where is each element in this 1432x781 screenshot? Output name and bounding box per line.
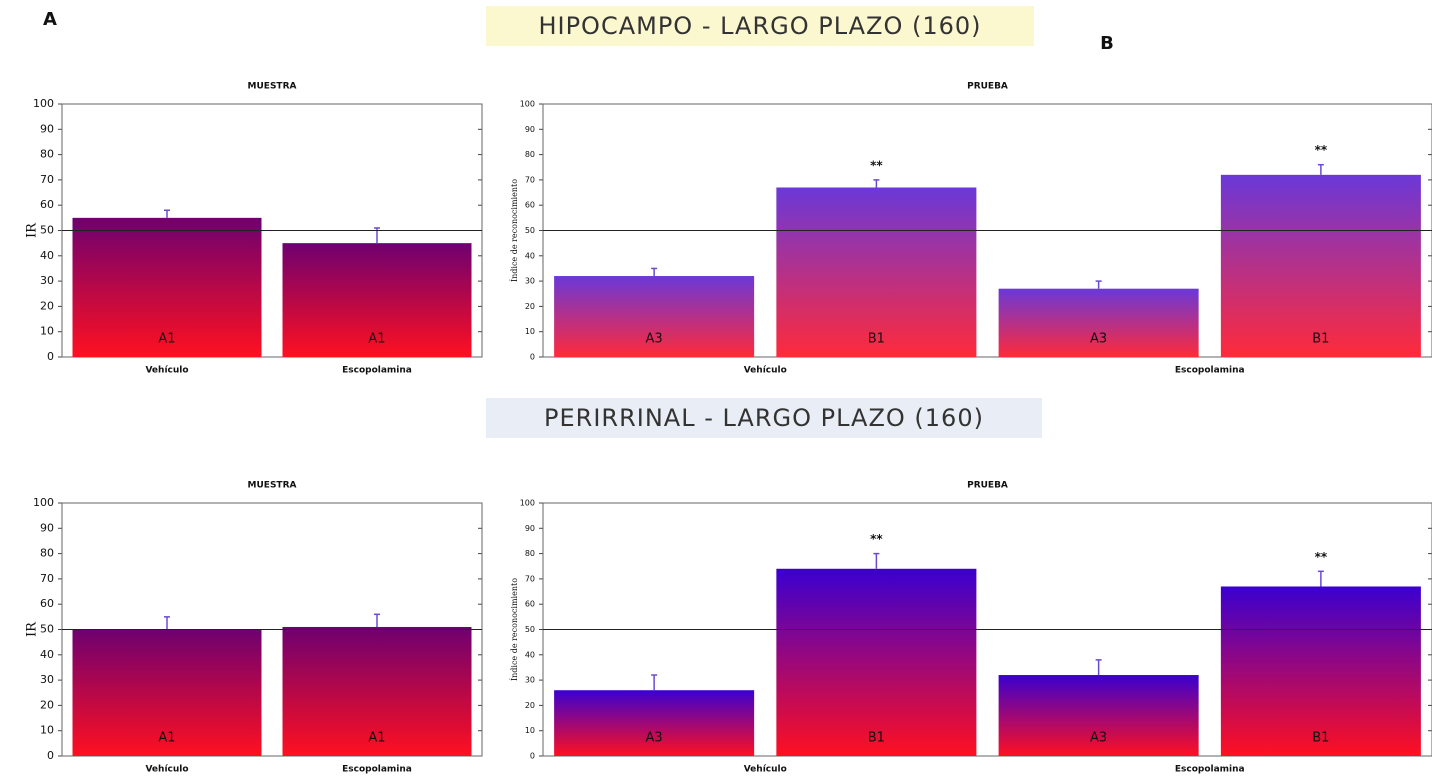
y-tick-label: 10	[40, 325, 54, 338]
bar	[1221, 175, 1421, 357]
bar	[554, 690, 754, 756]
y-tick-label: 70	[525, 175, 535, 184]
y-axis-label: Índice de reconocimiento	[510, 578, 519, 681]
y-tick-label: 40	[40, 249, 54, 262]
significance: **	[870, 532, 883, 546]
x-tick-label: Vehículo	[145, 765, 188, 775]
y-tick-label: 80	[40, 547, 54, 560]
significance: **	[1315, 550, 1328, 564]
y-tick-label: 40	[525, 650, 535, 659]
y-tick-label: 30	[525, 676, 535, 685]
y-tick-label: 90	[525, 524, 535, 533]
y-tick-label: 40	[525, 251, 535, 260]
y-tick-label: 60	[40, 198, 54, 211]
y-tick-label: 90	[525, 125, 535, 134]
chart-title: PRUEBA	[967, 82, 1008, 92]
chart-title: MUESTRA	[248, 82, 297, 92]
y-tick-label: 100	[520, 499, 535, 508]
y-tick-label: 10	[40, 724, 54, 737]
y-tick-label: 90	[40, 122, 54, 135]
y-tick-label: 0	[47, 350, 54, 363]
y-tick-label: 70	[40, 572, 54, 585]
significance: **	[1315, 143, 1328, 157]
y-tick-label: 20	[525, 302, 535, 311]
y-tick-label: 30	[40, 274, 54, 287]
significance: **	[870, 158, 883, 172]
y-tick-label: 60	[40, 597, 54, 610]
y-tick-label: 40	[40, 648, 54, 661]
bar-label: B1	[868, 731, 885, 746]
bar-label: B1	[1312, 332, 1329, 347]
bar-label: A3	[1090, 332, 1107, 347]
x-tick-label: Vehículo	[744, 366, 787, 376]
y-tick-label: 50	[40, 224, 54, 237]
y-axis-label: IR	[25, 621, 40, 637]
y-tick-label: 60	[525, 600, 535, 609]
bar-label: A3	[646, 731, 663, 746]
y-tick-label: 70	[525, 574, 535, 583]
bar-label: A1	[158, 731, 175, 746]
y-tick-label: 20	[525, 701, 535, 710]
bar-label: A3	[646, 332, 663, 347]
x-tick-label: Vehículo	[145, 366, 188, 376]
bar-label: B1	[868, 332, 885, 347]
bar	[999, 289, 1199, 357]
y-tick-label: 0	[530, 353, 535, 362]
x-tick-label: Escopolamina	[342, 765, 412, 775]
x-tick-label: Vehículo	[744, 765, 787, 775]
y-tick-label: 20	[40, 299, 54, 312]
y-tick-label: 0	[47, 749, 54, 762]
y-tick-label: 10	[525, 726, 535, 735]
x-tick-label: Escopolamina	[1175, 765, 1245, 775]
bar-label: A1	[368, 332, 385, 347]
y-tick-label: 30	[40, 673, 54, 686]
y-tick-label: 0	[530, 752, 535, 761]
y-tick-label: 80	[525, 549, 535, 558]
y-tick-label: 100	[33, 496, 54, 509]
section-title: PERIRRINAL - LARGO PLAZO (160)	[544, 404, 984, 432]
y-tick-label: 50	[40, 623, 54, 636]
y-tick-label: 80	[40, 148, 54, 161]
bar-label: A1	[158, 332, 175, 347]
y-tick-label: 60	[525, 201, 535, 210]
section-title: HIPOCAMPO - LARGO PLAZO (160)	[538, 12, 981, 40]
bar-label: A3	[1090, 731, 1107, 746]
panel-label: B	[1100, 33, 1114, 54]
chart-title: PRUEBA	[967, 481, 1008, 491]
y-tick-label: 50	[525, 226, 535, 235]
y-tick-label: 20	[40, 698, 54, 711]
y-axis-label: Índice de reconocimiento	[510, 179, 519, 282]
y-tick-label: 50	[525, 625, 535, 634]
y-tick-label: 90	[40, 521, 54, 534]
x-tick-label: Escopolamina	[342, 366, 412, 376]
bar-label: A1	[368, 731, 385, 746]
x-tick-label: Escopolamina	[1175, 366, 1245, 376]
y-tick-label: 10	[525, 327, 535, 336]
y-tick-label: 70	[40, 173, 54, 186]
y-axis-label: IR	[25, 222, 40, 238]
y-tick-label: 100	[33, 97, 54, 110]
panel-label: A	[43, 9, 57, 30]
y-tick-label: 100	[520, 100, 535, 109]
y-tick-label: 80	[525, 150, 535, 159]
figure: HIPOCAMPO - LARGO PLAZO (160) PERIRRINAL…	[0, 0, 1432, 781]
y-tick-label: 30	[525, 277, 535, 286]
bar	[776, 569, 976, 756]
bar-label: B1	[1312, 731, 1329, 746]
chart-title: MUESTRA	[248, 481, 297, 491]
